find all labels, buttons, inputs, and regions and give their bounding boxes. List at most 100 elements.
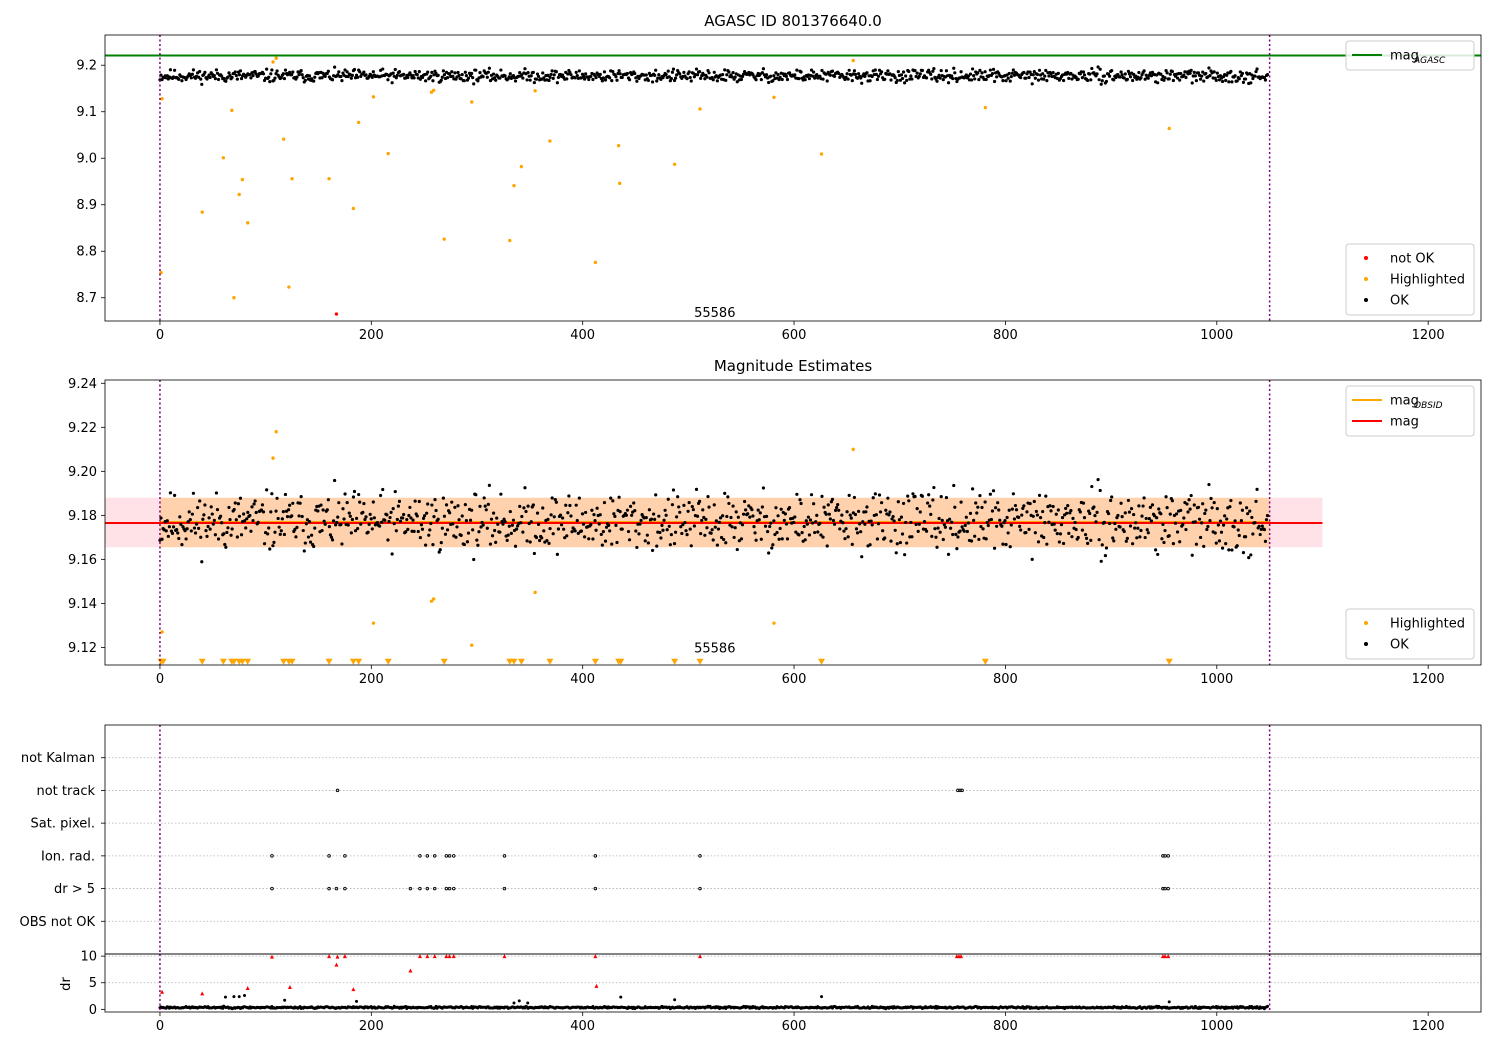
x-tick-label: 1200 [1412,1019,1445,1034]
point-ok [1148,505,1152,509]
point-ok [496,522,500,526]
point-ok [672,542,677,546]
point-ok [879,501,884,505]
point-ok [732,535,736,540]
point-ok [916,529,920,533]
point-ok [618,510,622,514]
point-ok [858,522,862,526]
point-ok [772,74,776,78]
point-ok [938,76,942,80]
point-ok [189,529,193,533]
point-ok [522,506,526,510]
point-ok [464,74,468,78]
point-ok [814,520,818,524]
chart-title: AGASC ID 801376640.0 [704,12,882,30]
point-ok [593,519,597,523]
point-ok [1264,518,1269,522]
point-ok [1118,75,1122,79]
point-ok [229,533,233,537]
point-ok [950,520,954,524]
point-ok [1001,542,1005,546]
point-ok [251,518,255,523]
point-ok [313,75,317,79]
point-ok [1227,548,1231,552]
point-ok [1006,531,1010,535]
point-ok [552,73,556,77]
point-highlighted [200,210,204,214]
point-ok [959,500,963,504]
point-ok [627,538,632,542]
flag-row-label: Ion. rad. [41,849,95,864]
point-ok [164,529,168,533]
legend-label: Highlighted [1390,273,1465,288]
flag-marker [444,854,449,858]
point-ok [1071,516,1075,521]
point-ok [1120,515,1124,519]
point-ok [412,529,416,533]
flag-marker [418,886,422,891]
point-ok [800,531,804,535]
point-ok [1224,542,1228,546]
point-ok [815,72,819,77]
point-ok [453,71,457,75]
point-ok [933,527,937,531]
point-ok [409,516,413,520]
point-ok [761,67,766,71]
point-ok [541,71,545,75]
point-ok [734,510,738,514]
point-ok [723,491,727,495]
point-ok [383,518,387,522]
point-ok [977,537,981,542]
point-ok [532,551,536,556]
point-ok [172,68,177,72]
point-ok [759,537,763,541]
point-ok [803,538,807,542]
point-ok [703,533,707,537]
point-highlighted [281,137,286,141]
point-ok [613,514,617,518]
point-ok [765,530,770,534]
point-ok [670,503,675,507]
point-ok [608,529,612,533]
point-ok [295,525,299,529]
flag-row-label: Sat. pixel. [31,817,95,832]
point-ok [186,520,190,524]
point-ok [587,537,591,541]
point-ok [652,512,656,516]
point-ok [1208,74,1212,78]
point-ok [275,496,279,500]
flag-marker [327,886,331,891]
point-ok [371,70,375,74]
point-ok [899,515,904,519]
point-ok [1254,69,1258,74]
y-tick-label: 9.18 [68,509,97,524]
point-ok [1021,506,1025,510]
point-ok [769,74,773,78]
point-ok [520,514,524,519]
point-ok [305,518,310,522]
point-ok [1196,71,1201,75]
y-tick-label: 5 [89,976,97,991]
point-ok [237,995,241,999]
point-ok [1201,502,1205,506]
point-ok [825,79,829,83]
point-ok [283,998,287,1002]
point-ok [567,494,571,498]
point-ok [265,488,269,492]
point-ok [223,542,227,547]
point-ok [764,514,769,518]
point-ok [633,509,637,513]
point-ok [710,528,714,532]
point-ok [267,75,271,79]
point-ok [179,522,183,526]
y-tick-label: 8.7 [76,291,97,306]
point-ok [436,73,440,77]
point-ok [277,525,281,529]
point-ok [1149,519,1154,523]
point-ok [863,74,867,79]
point-ok [542,529,546,533]
out-of-range-marker [325,658,333,665]
point-ok [618,72,622,76]
point-ok [730,525,734,529]
point-ok [778,75,782,79]
